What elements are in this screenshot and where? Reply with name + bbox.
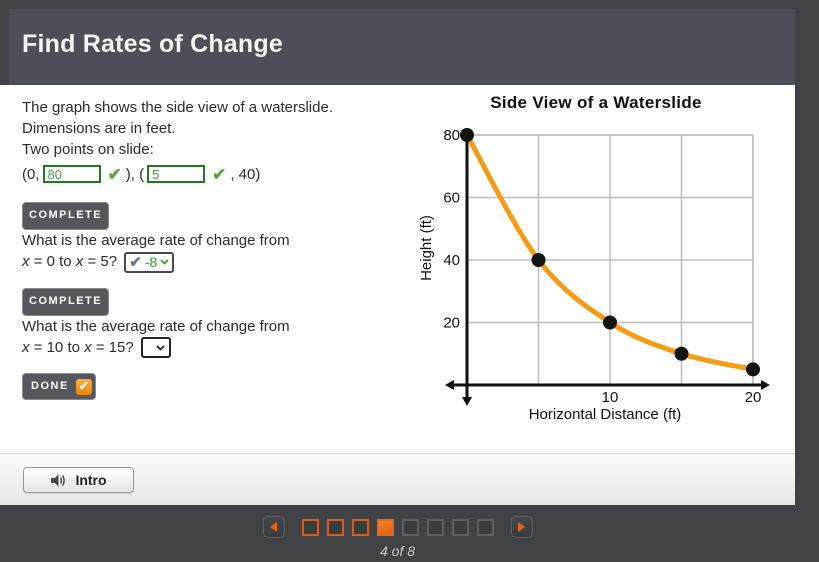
lesson-header: Find Rates of Change <box>9 9 795 85</box>
question-1: What is the average rate of change from … <box>22 232 290 273</box>
complete-badge: COMPLETE <box>22 287 110 316</box>
page-title: Find Rates of Change <box>22 30 283 58</box>
point2-input[interactable] <box>147 165 206 183</box>
waterslide-chart: 20 40 60 80 10 20 Height (ft) Horizontal Distan… <box>420 127 770 423</box>
right-arrow-icon <box>518 522 525 532</box>
question-2: What is the average rate of change from … <box>22 316 362 359</box>
svg-text:80: 80 <box>443 127 460 144</box>
slide-indicator-3 <box>351 518 369 536</box>
point1-suffix: ), ( <box>125 165 145 183</box>
complete-badge: COMPLETE <box>22 202 110 230</box>
point1-input[interactable] <box>42 165 101 183</box>
question-panel: The graph shows the side view of a water… <box>22 97 362 401</box>
done-badge: DONE ✔ <box>22 373 96 401</box>
next-slide-button[interactable] <box>510 516 533 538</box>
done-check-icon: ✔ <box>75 378 92 395</box>
svg-text:Horizontal Distance (ft): Horizontal Distance (ft) <box>529 406 682 423</box>
correct-check-icon: ✔ <box>212 164 227 184</box>
slide-indicator-4 <box>376 518 394 536</box>
slide-indicators <box>301 518 494 536</box>
intro-text: The graph shows the side view of a water… <box>22 99 333 137</box>
slide-indicator-2 <box>326 518 344 536</box>
svg-text:20: 20 <box>443 315 460 332</box>
prev-slide-button[interactable] <box>262 516 285 538</box>
left-arrow-icon <box>270 522 277 532</box>
correct-check-icon: ✔ <box>107 164 122 184</box>
q2-answer-dropdown[interactable] <box>140 337 171 359</box>
footer-bar: Intro <box>0 453 795 505</box>
slide-nav <box>0 505 795 538</box>
slide-indicator-5 <box>401 518 419 536</box>
intro-button-label: Intro <box>75 472 107 488</box>
q1-selected-value: -8 <box>144 254 158 271</box>
main-content: The graph shows the side view of a water… <box>0 85 795 453</box>
points-line: (0, ✔ ), ( ✔ , 40) <box>22 161 362 187</box>
slide-indicator-6 <box>426 518 444 536</box>
chevron-down-icon <box>160 259 169 265</box>
svg-text:40: 40 <box>443 252 460 269</box>
answered-check-icon: ✔ <box>129 253 142 271</box>
chevron-down-icon <box>156 344 165 351</box>
slide-indicator-7 <box>451 518 469 536</box>
graph-panel: Side View of a Waterslide 20 40 60 80 10 20 He… <box>420 93 772 445</box>
svg-text:20: 20 <box>745 389 762 406</box>
q1-answer-dropdown[interactable]: ✔ -8 <box>124 251 175 273</box>
intro-audio-button[interactable]: Intro <box>23 467 134 493</box>
point2-suffix: , 40) <box>230 165 261 183</box>
slide-indicator-8 <box>476 518 494 536</box>
svg-text:10: 10 <box>602 389 619 406</box>
slide-indicator-1 <box>301 518 319 536</box>
navigation-bar: 4 of 8 <box>0 505 819 562</box>
svg-text:Height (ft): Height (ft) <box>420 215 435 281</box>
chart-title: Side View of a Waterslide <box>490 93 702 112</box>
points-label: Two points on slide: <box>22 141 154 158</box>
svg-text:60: 60 <box>443 190 460 207</box>
page-indicator: 4 of 8 <box>379 543 416 559</box>
point1-prefix: (0, <box>22 165 40 183</box>
speaker-icon <box>51 473 66 487</box>
